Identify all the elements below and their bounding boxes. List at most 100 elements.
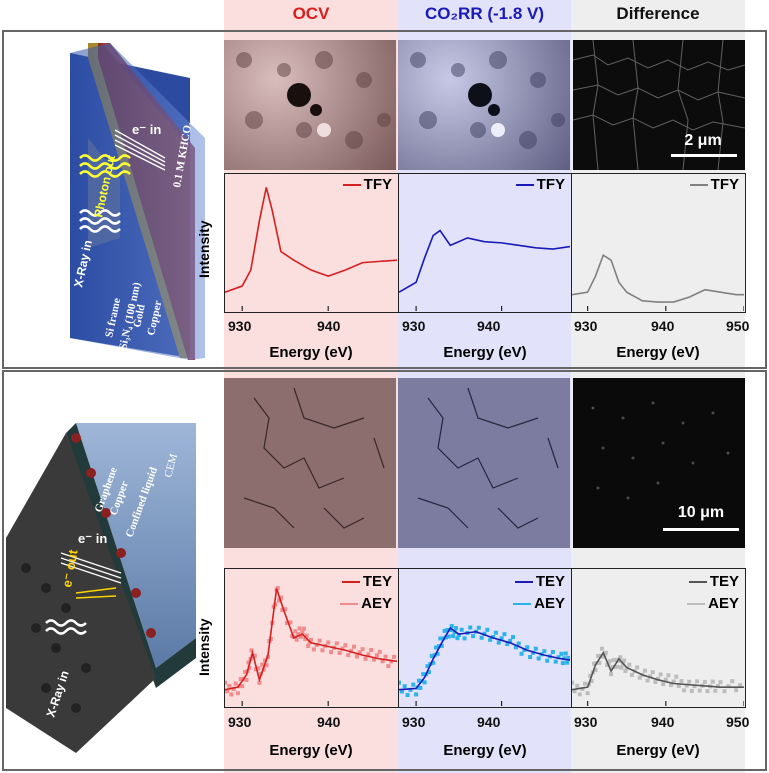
aey-point: [619, 665, 624, 670]
aey-point: [311, 647, 316, 652]
bottom-difference-micrograph: 10 μm: [573, 378, 745, 548]
aey-point: [296, 632, 301, 637]
aey-point: [702, 679, 707, 684]
aey-point: [402, 684, 407, 689]
aey-point: [599, 646, 604, 651]
bottom-xlabel-ocv: Energy (eV): [269, 742, 353, 759]
header-difference: Difference: [616, 4, 700, 23]
aey-point: [622, 658, 627, 663]
aey-point: [235, 691, 240, 696]
aey-point: [317, 638, 322, 643]
aey-point: [496, 640, 501, 645]
aey-point: [445, 627, 450, 632]
top-xlabel-co2rr: Energy (eV): [443, 344, 527, 361]
aey-point: [580, 687, 585, 692]
bottom-xlabel-co2rr: Energy (eV): [443, 742, 527, 759]
aey-point: [476, 625, 481, 630]
aey-points: [570, 646, 743, 697]
aey-point: [661, 682, 666, 687]
aey-point: [607, 659, 612, 664]
aey-point: [624, 666, 629, 671]
bottom-xlabel-difference: Energy (eV): [616, 742, 700, 759]
aey-point: [697, 688, 702, 693]
aey-point: [485, 627, 490, 632]
aey-point: [397, 680, 401, 685]
aey-point: [479, 635, 484, 640]
bottom-co2rr-legend-tey: TEY: [514, 573, 565, 590]
top-co2rr-legend: TFY: [515, 176, 565, 193]
bottom-tick-930-a: 930: [228, 714, 252, 730]
aey-point: [522, 647, 527, 652]
aey-point: [442, 628, 447, 633]
aey-point: [592, 661, 597, 666]
aey-point: [425, 664, 430, 669]
aey-point: [416, 678, 421, 683]
aey-point: [530, 650, 535, 655]
aey-point: [298, 634, 303, 639]
aey-point: [389, 659, 394, 664]
bottom-ocv-plot: TEY AEY: [223, 568, 399, 708]
aey-point: [459, 627, 464, 632]
aey-point: [722, 689, 727, 694]
aey-point: [493, 630, 498, 635]
aey-point: [422, 680, 427, 685]
bottom-ylabel: Intensity: [196, 618, 212, 676]
aey-point: [468, 625, 473, 630]
aey-point: [249, 648, 254, 653]
bottom-co2rr-plot: TEY AEY: [397, 568, 572, 708]
top-ocv-plot: TFY: [224, 173, 399, 313]
aey-point: [340, 646, 345, 651]
aey-point: [360, 647, 365, 652]
series-line: [571, 254, 744, 303]
aey-point: [227, 683, 232, 688]
aey-point: [516, 641, 521, 646]
aey-point: [294, 637, 299, 642]
aey-point: [444, 635, 449, 640]
header-co2rr: CO₂RR (-1.8 V): [424, 4, 544, 23]
aey-point: [528, 655, 533, 660]
aey-point: [656, 676, 660, 681]
aey-point: [238, 677, 243, 682]
aey-point: [684, 683, 689, 688]
aey-point: [435, 651, 440, 656]
aey-point: [418, 685, 423, 690]
aey-point: [560, 661, 565, 666]
aey-point: [635, 665, 640, 670]
aey-point: [279, 595, 284, 600]
top-difference-plot: TFY: [571, 173, 746, 313]
aey-points: [397, 624, 571, 698]
bottom-difference-plot: TEY AEY: [570, 568, 746, 708]
bottom-scale-bar: [663, 528, 739, 531]
series-line: [224, 588, 398, 691]
aey-point: [563, 651, 568, 656]
aey-point: [613, 665, 617, 670]
aey-point: [536, 656, 541, 661]
aey-point: [303, 637, 308, 642]
aey-point: [392, 654, 397, 659]
aey-point: [334, 641, 339, 646]
bottom-co2rr-micrograph: [398, 378, 570, 548]
aey-point: [436, 644, 441, 649]
top-tick-930-c: 930: [574, 318, 598, 334]
aey-point: [710, 679, 715, 684]
aey-point: [352, 644, 356, 649]
aey-point: [380, 659, 385, 664]
aey-point: [275, 586, 280, 591]
top-co2rr-micrograph: [398, 40, 570, 170]
aey-point: [455, 636, 460, 641]
top-tick-940-b: 940: [477, 318, 501, 334]
aey-point: [533, 646, 538, 651]
aey-point: [229, 692, 234, 697]
aey-point: [434, 645, 439, 650]
aey-point: [627, 662, 632, 667]
bottom-schematic: e⁻ in e⁻ out X-Ray in Graphene Copper Co…: [6, 423, 196, 753]
bottom-tick-940-c: 940: [651, 714, 675, 730]
aey-point: [309, 637, 313, 642]
aey-point: [692, 684, 697, 689]
top-xlabel-difference: Energy (eV): [616, 344, 700, 361]
aey-point: [562, 656, 567, 661]
aey-point: [256, 666, 261, 671]
aey-point: [623, 669, 628, 674]
aey-point: [556, 655, 561, 660]
aey-point: [583, 681, 588, 686]
